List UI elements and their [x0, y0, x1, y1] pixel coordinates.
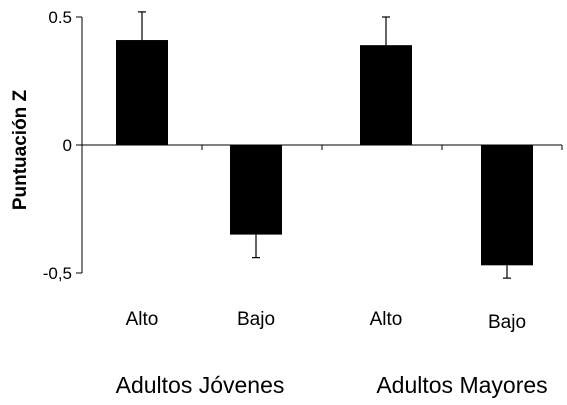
category-label: Bajo	[488, 312, 526, 333]
category-label: Alto	[370, 309, 403, 330]
y-axis-label: Puntuación Z	[10, 89, 31, 210]
bar-2	[230, 145, 282, 235]
bar-4	[481, 145, 533, 266]
bar-1	[116, 40, 168, 145]
group-label: Adultos Jóvenes	[116, 372, 285, 398]
y-tick-label: -0,5	[43, 264, 72, 283]
labels: Alto Bajo Alto Bajo Adultos Jóvenes Adultos M…	[116, 309, 548, 398]
y-tick-label: 0.5	[48, 8, 72, 27]
category-label: Alto	[126, 309, 159, 330]
y-tick-label: 0	[63, 136, 72, 155]
bar-3	[360, 45, 412, 145]
bars	[116, 11, 533, 279]
category-label: Bajo	[237, 309, 275, 330]
group-label: Adultos Mayores	[376, 372, 547, 398]
